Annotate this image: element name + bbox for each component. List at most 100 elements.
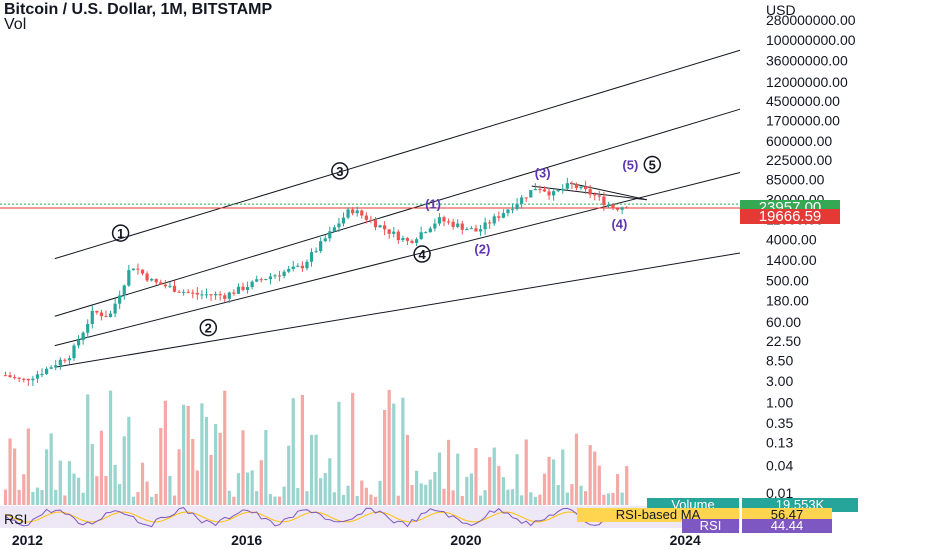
candle-body bbox=[615, 208, 620, 210]
candle-body bbox=[268, 276, 273, 280]
candle-body bbox=[506, 209, 510, 214]
candle-body bbox=[177, 291, 181, 293]
time-tick-label: 2016 bbox=[231, 532, 262, 548]
volume-bar bbox=[401, 397, 405, 505]
candle-body bbox=[186, 291, 190, 293]
volume-bar bbox=[127, 416, 131, 505]
volume-bar bbox=[140, 462, 145, 505]
volume-bar bbox=[506, 489, 510, 505]
candle-body bbox=[465, 228, 469, 230]
candle-body bbox=[456, 223, 460, 227]
price-tick-label: 4500000.00 bbox=[766, 93, 840, 109]
candle-body bbox=[241, 286, 245, 290]
volume-bar bbox=[218, 432, 222, 505]
candle-body bbox=[474, 228, 478, 232]
volume-bar bbox=[35, 487, 40, 505]
candle-body bbox=[172, 285, 177, 292]
candle-body bbox=[291, 266, 295, 269]
wave-circle bbox=[643, 155, 662, 174]
candle-body bbox=[492, 216, 496, 224]
candle-body bbox=[31, 378, 35, 381]
volume-bar bbox=[611, 492, 615, 505]
volume-bar bbox=[524, 439, 528, 505]
volume-bar bbox=[191, 439, 195, 505]
volume-bar bbox=[373, 496, 378, 505]
candle-body bbox=[442, 217, 446, 222]
time-tick-label: 2024 bbox=[670, 532, 701, 548]
candle-body bbox=[428, 228, 432, 233]
volume-bar bbox=[44, 449, 49, 505]
volume-bar bbox=[570, 484, 574, 505]
candle-body bbox=[314, 251, 318, 253]
candle-body bbox=[63, 359, 67, 361]
volume-bar bbox=[67, 461, 72, 505]
channel-line bbox=[54, 252, 741, 368]
price-tick-label: 180.00 bbox=[766, 292, 809, 308]
volume-bar bbox=[305, 491, 309, 505]
volume-bar bbox=[488, 457, 492, 505]
candle-body bbox=[122, 285, 126, 296]
candle-body bbox=[579, 186, 583, 189]
volume-bar bbox=[615, 474, 620, 505]
volume-bar bbox=[469, 473, 474, 505]
candle-body bbox=[250, 281, 254, 288]
volume-bar bbox=[437, 452, 442, 505]
volume-bar bbox=[424, 484, 428, 505]
volume-bar bbox=[26, 428, 30, 505]
volume-bar bbox=[90, 444, 94, 505]
volume-bar bbox=[355, 496, 359, 505]
candle-body bbox=[296, 265, 300, 267]
volume-bar bbox=[410, 485, 414, 505]
time-axis[interactable]: 2012 2016 2020 2024 bbox=[12, 532, 701, 548]
candle-body bbox=[200, 294, 204, 296]
chart-title: Bitcoin / U.S. Dollar, 1M, BITSTAMP bbox=[4, 1, 273, 18]
candle-body bbox=[383, 225, 387, 230]
volume-bar bbox=[277, 496, 282, 505]
volume-bar bbox=[150, 496, 154, 505]
price-tick-label: 500.00 bbox=[766, 272, 809, 288]
candle-body bbox=[355, 210, 359, 214]
candle-body bbox=[483, 222, 487, 230]
candle-body bbox=[305, 261, 309, 269]
candle-body bbox=[168, 285, 172, 287]
candle-body bbox=[99, 312, 104, 317]
price-tick-label: 280000000.00 bbox=[766, 12, 856, 28]
volume-bar bbox=[552, 459, 556, 505]
volume-bar bbox=[465, 476, 469, 505]
volume-bar bbox=[588, 445, 592, 505]
volume-bar bbox=[446, 439, 451, 505]
volume-bar bbox=[341, 494, 346, 505]
time-tick-label: 2012 bbox=[12, 532, 43, 548]
volume-bar bbox=[433, 471, 437, 505]
wave-label: (3) bbox=[535, 165, 551, 180]
currency-label: USD bbox=[766, 2, 796, 18]
candle-body bbox=[410, 240, 414, 243]
volume-bar bbox=[136, 492, 140, 505]
candle-body bbox=[538, 189, 542, 191]
candle-body bbox=[17, 377, 21, 379]
candle-body bbox=[501, 213, 505, 218]
rsi-legend-label: RSI bbox=[682, 519, 739, 533]
volume-bar bbox=[620, 492, 624, 505]
candle-body bbox=[90, 310, 94, 324]
candle-body bbox=[478, 229, 483, 232]
volume-bar bbox=[131, 496, 135, 505]
wedge-line bbox=[569, 182, 647, 201]
volume-bar bbox=[118, 484, 122, 505]
volume-bar bbox=[108, 390, 113, 505]
candle-body bbox=[145, 273, 149, 281]
price-tick-label: 1700000.00 bbox=[766, 112, 840, 128]
wave-label: 5 bbox=[649, 158, 656, 173]
price-tick-label: 1400.00 bbox=[766, 252, 817, 268]
volume-bar bbox=[145, 481, 149, 505]
candle-body bbox=[611, 204, 615, 209]
volume-bar bbox=[337, 401, 341, 505]
volume-bar bbox=[287, 445, 291, 505]
price-axis[interactable]: 280000000.00 100000000.00 36000000.00 12000… bbox=[766, 12, 856, 501]
candle-body bbox=[8, 375, 12, 378]
price-tick-label: 3.00 bbox=[766, 373, 793, 389]
candle-body bbox=[259, 279, 263, 281]
volume-bar bbox=[17, 489, 21, 505]
volume-bar bbox=[163, 400, 167, 505]
